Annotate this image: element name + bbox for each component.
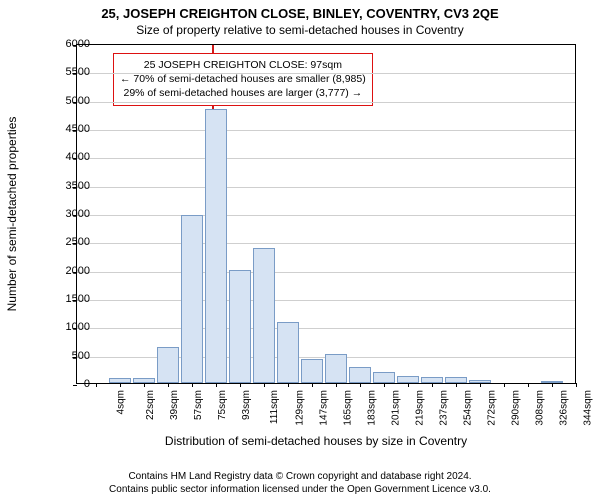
x-tick-label: 75sqm [217, 390, 228, 420]
gridline-h [77, 158, 575, 159]
x-tick-label: 219sqm [415, 390, 426, 426]
x-tick-label: 344sqm [583, 390, 594, 426]
histogram-bar [205, 109, 227, 383]
y-tick-label: 3000 [66, 208, 90, 220]
gridline-h [77, 272, 575, 273]
y-axis-label: Number of semi-detached properties [5, 117, 19, 312]
x-tick [240, 383, 241, 387]
x-tick-label: 147sqm [319, 390, 330, 426]
histogram-bar [301, 359, 323, 383]
gridline-h [77, 300, 575, 301]
annotation-line: 29% of semi-detached houses are larger (… [120, 86, 366, 100]
annotation-box: 25 JOSEPH CREIGHTON CLOSE: 97sqm ← 70% o… [113, 53, 373, 106]
x-tick [264, 383, 265, 387]
x-tick-label: 183sqm [367, 390, 378, 426]
histogram-bar [349, 367, 371, 383]
x-tick-label: 254sqm [463, 390, 474, 426]
y-tick-label: 4500 [66, 123, 90, 135]
histogram-bar [157, 347, 179, 383]
x-tick [576, 383, 577, 387]
histogram-bar [181, 215, 203, 383]
x-tick [432, 383, 433, 387]
x-tick [192, 383, 193, 387]
y-tick-label: 3500 [66, 180, 90, 192]
footer-line: Contains HM Land Registry data © Crown c… [0, 471, 600, 484]
y-tick-label: 4000 [66, 151, 90, 163]
x-tick-label: 237sqm [439, 390, 450, 426]
x-tick-label: 308sqm [535, 390, 546, 426]
y-tick [73, 385, 77, 386]
gridline-h [77, 328, 575, 329]
x-tick [552, 383, 553, 387]
x-tick-label: 22sqm [145, 390, 156, 420]
x-tick-label: 39sqm [169, 390, 180, 420]
gridline-h [77, 243, 575, 244]
histogram-bar [373, 372, 395, 383]
y-tick-label: 5000 [66, 95, 90, 107]
histogram-bar [229, 270, 251, 383]
y-tick-label: 2500 [66, 236, 90, 248]
x-tick-label: 4sqm [115, 390, 126, 414]
histogram-bar [325, 354, 347, 383]
x-tick [480, 383, 481, 387]
x-tick-label: 272sqm [487, 390, 498, 426]
x-tick [528, 383, 529, 387]
x-tick [336, 383, 337, 387]
gridline-h [77, 73, 575, 74]
y-tick-label: 1000 [66, 321, 90, 333]
x-tick-label: 201sqm [391, 390, 402, 426]
x-tick-label: 57sqm [193, 390, 204, 420]
title-sub: Size of property relative to semi-detach… [0, 21, 600, 37]
x-tick [288, 383, 289, 387]
plot-region: 25 JOSEPH CREIGHTON CLOSE: 97sqm ← 70% o… [76, 44, 576, 384]
y-tick-label: 6000 [66, 38, 90, 50]
x-tick-label: 129sqm [295, 390, 306, 426]
footer-line: Contains public sector information licen… [0, 484, 600, 497]
x-tick [504, 383, 505, 387]
y-tick-label: 1500 [66, 293, 90, 305]
x-tick-label: 111sqm [269, 390, 280, 424]
x-tick [168, 383, 169, 387]
x-tick-label: 165sqm [343, 390, 354, 426]
y-tick-label: 5500 [66, 66, 90, 78]
y-tick-label: 0 [84, 378, 90, 390]
annotation-line: 25 JOSEPH CREIGHTON CLOSE: 97sqm [120, 58, 366, 72]
y-tick-label: 2000 [66, 265, 90, 277]
x-tick [456, 383, 457, 387]
x-tick-label: 93sqm [241, 390, 252, 420]
x-tick-label: 326sqm [559, 390, 570, 426]
x-tick [408, 383, 409, 387]
gridline-h [77, 102, 575, 103]
x-axis-label: Distribution of semi-detached houses by … [56, 434, 576, 448]
histogram-bar [397, 376, 419, 383]
x-tick [384, 383, 385, 387]
gridline-h [77, 215, 575, 216]
gridline-h [77, 187, 575, 188]
title-main: 25, JOSEPH CREIGHTON CLOSE, BINLEY, COVE… [0, 0, 600, 21]
histogram-bar [253, 248, 275, 383]
x-tick [216, 383, 217, 387]
x-tick-label: 290sqm [511, 390, 522, 426]
x-tick [312, 383, 313, 387]
x-tick [144, 383, 145, 387]
gridline-h [77, 130, 575, 131]
x-tick [96, 383, 97, 387]
histogram-bar [277, 322, 299, 383]
y-tick-label: 500 [72, 350, 90, 362]
footer-attribution: Contains HM Land Registry data © Crown c… [0, 471, 600, 496]
chart-area: Number of semi-detached properties 25 JO… [56, 44, 576, 426]
x-tick [120, 383, 121, 387]
x-tick [360, 383, 361, 387]
